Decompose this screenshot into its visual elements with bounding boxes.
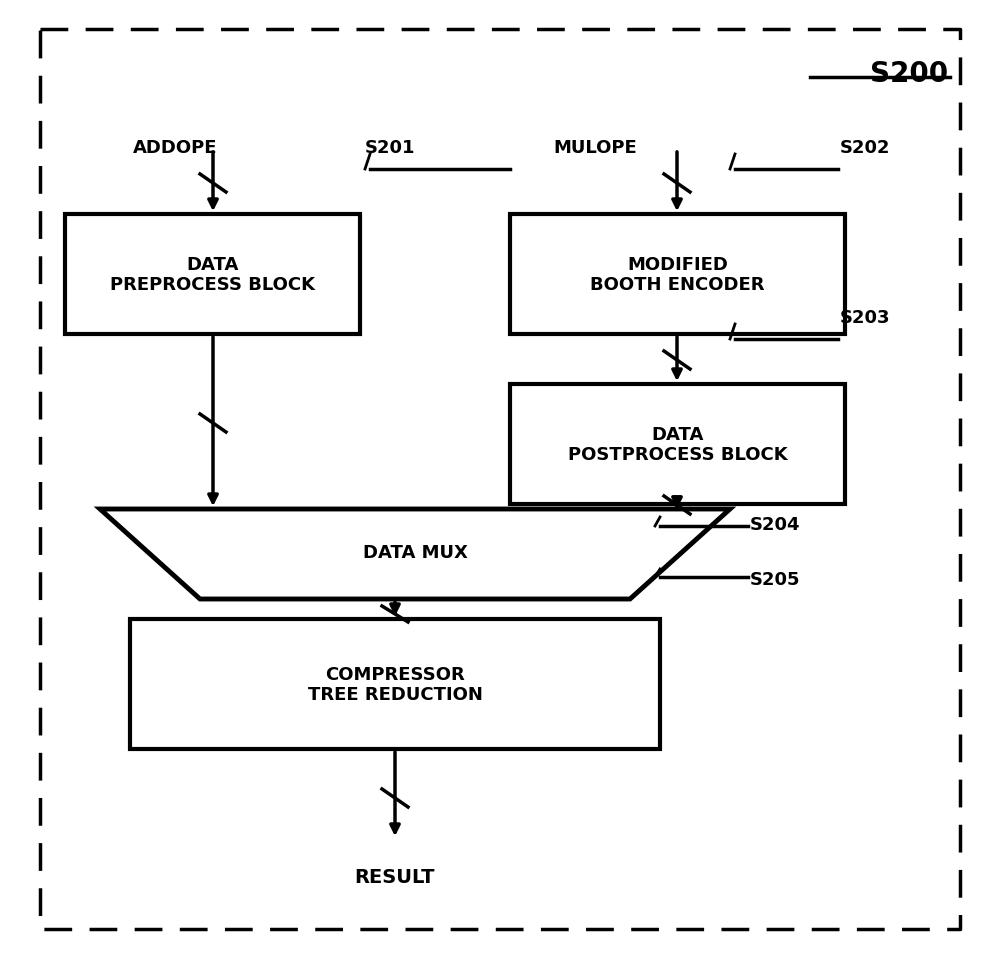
Text: S203: S203 xyxy=(840,309,891,327)
Text: MODIFIED
BOOTH ENCODER: MODIFIED BOOTH ENCODER xyxy=(590,255,765,294)
Bar xyxy=(65,214,360,335)
Text: DATA MUX: DATA MUX xyxy=(363,543,467,561)
Text: S204: S204 xyxy=(750,516,800,534)
Bar xyxy=(510,385,845,504)
Text: ADDOPE: ADDOPE xyxy=(133,139,217,157)
Text: S205: S205 xyxy=(750,571,800,588)
Bar xyxy=(510,214,845,335)
Text: DATA
POSTPROCESS BLOCK: DATA POSTPROCESS BLOCK xyxy=(568,425,787,464)
Text: COMPRESSOR
TREE REDUCTION: COMPRESSOR TREE REDUCTION xyxy=(308,665,482,703)
Polygon shape xyxy=(100,510,730,599)
Text: DATA
PREPROCESS BLOCK: DATA PREPROCESS BLOCK xyxy=(110,255,315,294)
Text: S201: S201 xyxy=(365,139,416,157)
Text: MULOPE: MULOPE xyxy=(553,139,637,157)
Text: S202: S202 xyxy=(840,139,891,157)
Text: S200: S200 xyxy=(870,60,948,88)
Bar xyxy=(130,619,660,749)
Text: RESULT: RESULT xyxy=(355,867,435,886)
